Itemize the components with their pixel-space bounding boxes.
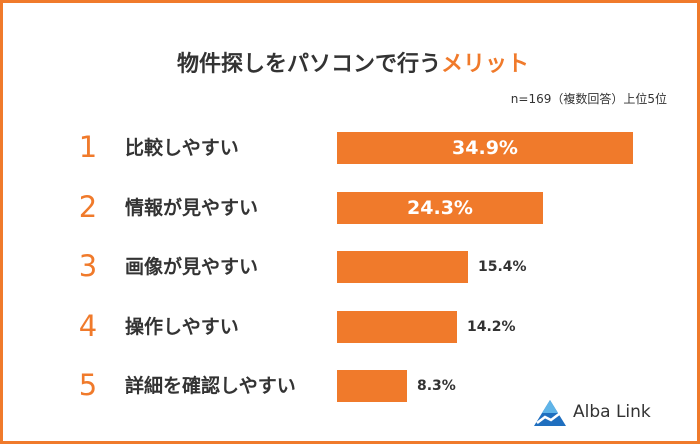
rank-number: 3 (78, 249, 98, 283)
chart-title: 物件探しをパソコンで行うメリット (3, 46, 700, 78)
value-label: 14.2% (467, 318, 516, 335)
chart-row: 4 操作しやすい 14.2% (3, 308, 700, 343)
chart-row: 1 比較しやすい 34.9% (3, 130, 700, 164)
category-label: 操作しやすい (125, 315, 239, 338)
rank-number: 1 (78, 130, 98, 164)
brand-name: Alba Link (573, 402, 651, 422)
sample-note: n=169（複数回答）上位5位 (510, 92, 667, 106)
alba-link-logo-icon (534, 400, 566, 426)
bar (337, 251, 468, 283)
chart-title-accent: メリット (441, 52, 530, 77)
value-label: 24.3% (407, 196, 473, 219)
category-label: 比較しやすい (125, 137, 239, 159)
rank-number: 5 (78, 368, 98, 402)
category-label: 詳細を確認しやすい (125, 375, 296, 397)
brand-logo: Alba Link (533, 397, 683, 427)
bar (337, 191, 543, 224)
chart-row: 5 詳細を確認しやすい 8.3% (3, 368, 700, 402)
bar (337, 370, 407, 402)
value-label: 34.9% (452, 137, 518, 159)
chart-row: 3 画像が見やすい 15.4% (3, 249, 700, 283)
chart-title-main: 物件探しをパソコンで行う (176, 52, 441, 77)
value-label: 15.4% (478, 259, 527, 275)
bar (337, 132, 633, 164)
rank-number: 2 (78, 189, 98, 224)
bar (337, 310, 457, 343)
category-label: 情報が見やすい (125, 196, 259, 219)
rank-number: 4 (78, 308, 98, 343)
value-label: 8.3% (417, 378, 456, 394)
category-label: 画像が見やすい (125, 256, 259, 278)
chart-row: 2 情報が見やすい 24.3% (3, 189, 700, 224)
